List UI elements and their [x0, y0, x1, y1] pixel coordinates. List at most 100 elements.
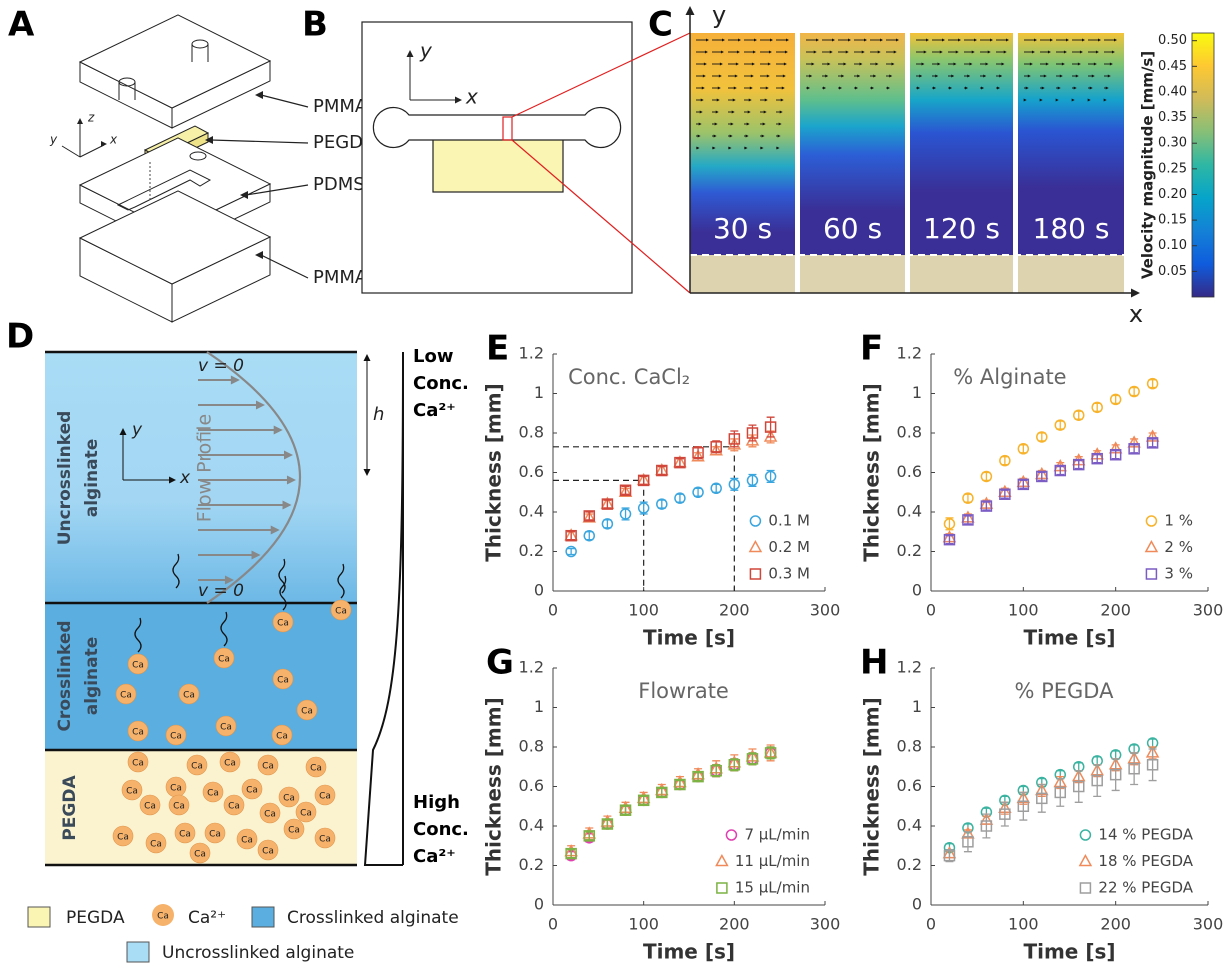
- region-label: alginate: [82, 637, 102, 716]
- reference-line: [553, 447, 734, 591]
- y-tick-label: 1: [534, 383, 544, 402]
- colorbar-tick-label: 0.20: [1158, 187, 1187, 202]
- layer-label: PMMA: [313, 267, 368, 288]
- low-label: Low: [413, 346, 453, 367]
- ion-label: Ca: [319, 792, 331, 802]
- x-tick-label: 200: [1100, 601, 1131, 620]
- colorbar-tick-label: 0.30: [1158, 136, 1187, 151]
- axis-label: y: [419, 39, 433, 63]
- axis: [80, 145, 104, 157]
- panel-label: A: [8, 5, 35, 45]
- y-tick-label: 0.6: [897, 776, 922, 795]
- y-tick-label: 0.4: [897, 502, 922, 521]
- leader: [261, 95, 308, 107]
- y-axis-label: Thickness [mm]: [860, 383, 884, 561]
- x-tick-label: 200: [719, 601, 750, 620]
- x-axis-label: Time [s]: [1023, 940, 1115, 964]
- ion-label: Ca: [132, 728, 144, 738]
- panel-label: G: [486, 643, 514, 683]
- colorbar-tick-label: 0.25: [1158, 161, 1187, 176]
- error-bar: [964, 494, 972, 502]
- x-tick-label: 100: [628, 601, 659, 620]
- error-bar: [1149, 380, 1157, 388]
- x-tick-label: 0: [926, 601, 936, 620]
- high-label: High: [413, 792, 460, 813]
- error-bar: [982, 473, 990, 481]
- y-tick-label: 0.8: [897, 423, 922, 442]
- colorbar: [1192, 33, 1214, 297]
- legend-swatch: [252, 907, 274, 927]
- ion-label: Ca: [150, 840, 162, 850]
- y-tick-label: 0.6: [897, 462, 922, 481]
- legend-label: 1 %: [1164, 512, 1193, 530]
- y-tick-label: 0.2: [897, 855, 922, 874]
- pegda-strip: [690, 255, 795, 293]
- colorbar-tick-label: 0.35: [1158, 110, 1187, 125]
- y-tick-label: 1: [912, 697, 922, 716]
- x-tick-label: 300: [810, 915, 841, 934]
- y-tick-label: 0.8: [519, 737, 544, 756]
- y-tick-label: 0: [912, 581, 922, 600]
- axis-label: x: [179, 468, 191, 488]
- high-label: Conc.: [413, 819, 469, 840]
- time-label: 60 s: [823, 212, 882, 245]
- time-label: 30 s: [713, 212, 772, 245]
- error-bar: [767, 417, 775, 437]
- y-tick-label: 0.2: [519, 855, 544, 874]
- low-label: Ca²⁺: [413, 400, 456, 421]
- ion-label: Ca: [144, 802, 156, 812]
- ion-label: Ca: [301, 707, 313, 717]
- leader: [211, 140, 308, 143]
- x-tick-label: 0: [926, 915, 936, 934]
- velocity-label: v = 0: [198, 581, 244, 601]
- axis-label: x: [465, 85, 478, 109]
- legend-label: Uncrosslinked alginate: [162, 943, 354, 963]
- y-axis-label: Thickness [mm]: [482, 383, 506, 561]
- flow-label: Flow Profile: [194, 414, 216, 523]
- error-bar: [1149, 439, 1157, 447]
- legend-label: 15 µL/min: [735, 879, 810, 897]
- ion-label: Ca: [228, 802, 240, 812]
- region-label: alginate: [82, 439, 102, 518]
- y-tick-label: 0: [912, 895, 922, 914]
- low-label: Conc.: [413, 373, 469, 394]
- legend-label: 22 % PEGDA: [1098, 879, 1193, 897]
- ion-label: Ca: [170, 732, 182, 742]
- pegda-strip: [910, 255, 1013, 293]
- panel-label: D: [6, 317, 34, 357]
- legend-label: 11 µL/min: [735, 852, 810, 870]
- error-bar: [712, 484, 720, 492]
- arrow-head: [364, 354, 371, 361]
- panel-label: E: [486, 329, 509, 369]
- chart-title: Flowrate: [638, 679, 729, 703]
- time-label: 180 s: [1033, 212, 1110, 245]
- y-tick-label: 0.2: [519, 541, 544, 560]
- arrow-head: [101, 141, 107, 147]
- y-tick-label: 1: [912, 383, 922, 402]
- x-tick-label: 0: [548, 601, 558, 620]
- ion-label: Ca: [157, 912, 169, 922]
- axis-label: x: [1129, 300, 1143, 328]
- error-bar: [603, 520, 611, 528]
- y-axis-label: Thickness [mm]: [860, 697, 884, 875]
- ion-label: Ca: [335, 607, 347, 617]
- error-bar: [1112, 395, 1120, 403]
- chart-title: % PEGDA: [1014, 679, 1114, 703]
- y-tick-label: 0.6: [519, 462, 544, 481]
- legend-label: 0.3 M: [768, 565, 810, 583]
- panel-label: H: [860, 643, 888, 683]
- ion-label: Ca: [310, 764, 322, 774]
- x-tick-label: 200: [719, 915, 750, 934]
- ion-label: Ca: [264, 810, 276, 820]
- ion-label: Ca: [179, 830, 191, 840]
- panel-label: B: [302, 5, 328, 45]
- arrow-head: [686, 6, 695, 15]
- x-tick-label: 100: [1008, 915, 1039, 934]
- axis-label: y: [49, 133, 58, 147]
- y-tick-label: 1.2: [519, 658, 544, 677]
- ion-label: Ca: [170, 784, 182, 794]
- region-label: Uncrosslinked: [55, 411, 75, 546]
- ion-label: Ca: [173, 802, 185, 812]
- region-label: Crosslinked: [55, 620, 75, 731]
- figure: ABCDEFGHzyxPMMAPEGDAPDMSPMMAxy30 s60 s12…: [0, 0, 1227, 968]
